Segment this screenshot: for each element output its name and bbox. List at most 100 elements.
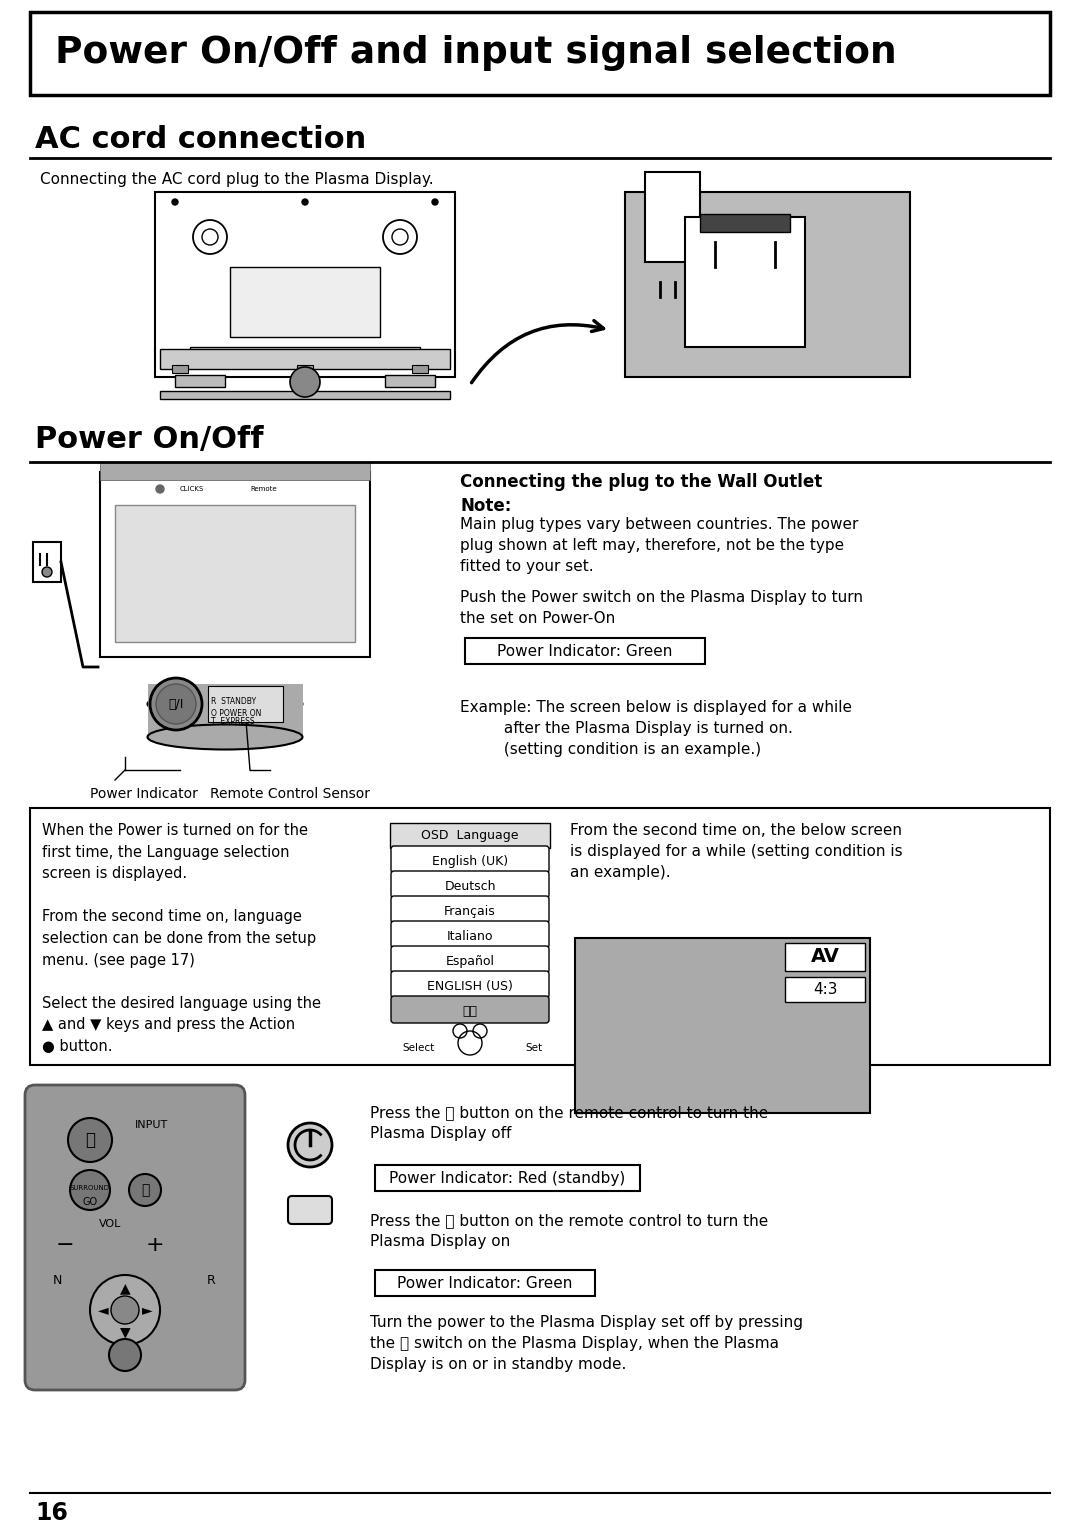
Circle shape: [109, 1339, 141, 1371]
Text: R: R: [207, 1273, 216, 1287]
Text: ◄: ◄: [97, 1303, 108, 1317]
FancyBboxPatch shape: [288, 1196, 332, 1224]
Text: Deutsch: Deutsch: [444, 880, 496, 892]
Text: O POWER ON: O POWER ON: [211, 709, 261, 718]
Circle shape: [150, 678, 202, 730]
Bar: [575, 938, 870, 1112]
Ellipse shape: [148, 692, 302, 717]
FancyBboxPatch shape: [391, 871, 549, 898]
Text: −: −: [56, 1235, 75, 1254]
Bar: [33, 542, 60, 582]
Bar: [297, 365, 313, 373]
Text: Power On/Off and input signal selection: Power On/Off and input signal selection: [55, 35, 896, 70]
Text: 中文: 中文: [462, 1005, 477, 1018]
Text: Power On/Off: Power On/Off: [35, 425, 264, 454]
Circle shape: [129, 1174, 161, 1206]
Text: Turn the power to the Plasma Display set off by pressing
the ⏻ switch on the Pla: Turn the power to the Plasma Display set…: [370, 1316, 804, 1372]
Circle shape: [156, 685, 195, 724]
Text: Français: Français: [444, 905, 496, 918]
Text: ⏻/I: ⏻/I: [168, 698, 184, 712]
Bar: [30, 12, 1050, 95]
Bar: [100, 461, 370, 480]
Bar: [411, 365, 428, 373]
Text: Italiano: Italiano: [447, 931, 494, 943]
Text: +: +: [146, 1235, 164, 1254]
Text: Set: Set: [525, 1044, 542, 1053]
FancyBboxPatch shape: [391, 946, 549, 973]
Text: ENGLISH (US): ENGLISH (US): [427, 979, 513, 993]
Text: ►: ►: [141, 1303, 152, 1317]
Circle shape: [288, 1123, 332, 1167]
Circle shape: [172, 199, 178, 205]
Text: Example: The screen below is displayed for a while
         after the Plasma Dis: Example: The screen below is displayed f…: [460, 700, 852, 756]
Bar: [30, 808, 1050, 1065]
Bar: [785, 943, 865, 970]
Bar: [230, 267, 380, 338]
Bar: [785, 976, 865, 1002]
Text: INPUT: INPUT: [135, 1120, 168, 1131]
Text: When the Power is turned on for the
first time, the Language selection
screen is: When the Power is turned on for the firs…: [42, 824, 321, 1054]
Text: Power Indicator: Green: Power Indicator: Green: [397, 1276, 572, 1291]
Bar: [375, 1270, 595, 1296]
Bar: [390, 824, 550, 848]
Circle shape: [432, 199, 438, 205]
Bar: [148, 685, 303, 736]
Circle shape: [111, 1296, 139, 1323]
Circle shape: [70, 1170, 110, 1210]
Text: Power Indicator: Red (standby): Power Indicator: Red (standby): [389, 1170, 625, 1186]
Bar: [156, 193, 455, 377]
Text: AV: AV: [811, 947, 839, 967]
Bar: [625, 193, 910, 377]
Bar: [100, 472, 370, 657]
Bar: [700, 214, 789, 232]
Bar: [685, 217, 805, 347]
Circle shape: [302, 199, 308, 205]
Bar: [160, 348, 450, 368]
FancyBboxPatch shape: [391, 895, 549, 923]
Bar: [465, 639, 705, 665]
Text: Push the Power switch on the Plasma Display to turn
the set on Power-On: Push the Power switch on the Plasma Disp…: [460, 590, 863, 626]
Text: 16: 16: [35, 1500, 68, 1525]
Circle shape: [68, 1118, 112, 1161]
Text: Main plug types vary between countries. The power
plug shown at left may, theref: Main plug types vary between countries. …: [460, 516, 859, 575]
Ellipse shape: [148, 724, 302, 750]
Text: Connecting the plug to the Wall Outlet: Connecting the plug to the Wall Outlet: [460, 474, 822, 490]
Text: From the second time on, the below screen
is displayed for a while (setting cond: From the second time on, the below scree…: [570, 824, 903, 880]
Text: Power Indicator: Green: Power Indicator: Green: [497, 643, 673, 659]
Text: OSD  Language: OSD Language: [421, 830, 518, 842]
Bar: [175, 374, 225, 387]
FancyBboxPatch shape: [391, 970, 549, 998]
Text: CLICKS: CLICKS: [180, 486, 204, 492]
Bar: [645, 173, 700, 261]
Bar: [375, 1164, 640, 1190]
Bar: [208, 686, 283, 723]
Circle shape: [291, 367, 320, 397]
Text: Press the ⏻ button on the remote control to turn the
Plasma Display on: Press the ⏻ button on the remote control…: [370, 1213, 768, 1248]
Text: AC cord connection: AC cord connection: [35, 125, 366, 154]
Bar: [114, 504, 355, 642]
Text: English (UK): English (UK): [432, 856, 508, 868]
FancyBboxPatch shape: [25, 1085, 245, 1390]
Text: N: N: [53, 1273, 63, 1287]
Text: Select: Select: [402, 1044, 434, 1053]
Text: Español: Español: [446, 955, 495, 969]
Text: VOL: VOL: [98, 1219, 121, 1229]
Bar: [160, 391, 450, 399]
Text: Connecting the AC cord plug to the Plasma Display.: Connecting the AC cord plug to the Plasm…: [40, 173, 434, 186]
Text: ▼: ▼: [120, 1325, 131, 1339]
FancyBboxPatch shape: [391, 996, 549, 1024]
Text: GO: GO: [82, 1196, 97, 1207]
FancyBboxPatch shape: [391, 847, 549, 872]
Circle shape: [156, 484, 164, 494]
Circle shape: [42, 567, 52, 578]
Text: T  EXPRESS: T EXPRESS: [211, 718, 255, 726]
Bar: [172, 365, 188, 373]
Text: R  STANDBY: R STANDBY: [211, 697, 256, 706]
Text: Note:: Note:: [460, 497, 511, 515]
Text: 🔇: 🔇: [140, 1183, 149, 1196]
Text: ▲: ▲: [120, 1280, 131, 1296]
FancyBboxPatch shape: [391, 921, 549, 947]
Text: SURROUND: SURROUND: [70, 1186, 110, 1190]
Circle shape: [90, 1274, 160, 1345]
Text: Press the ⏻ button on the remote control to turn the
Plasma Display off: Press the ⏻ button on the remote control…: [370, 1105, 768, 1141]
